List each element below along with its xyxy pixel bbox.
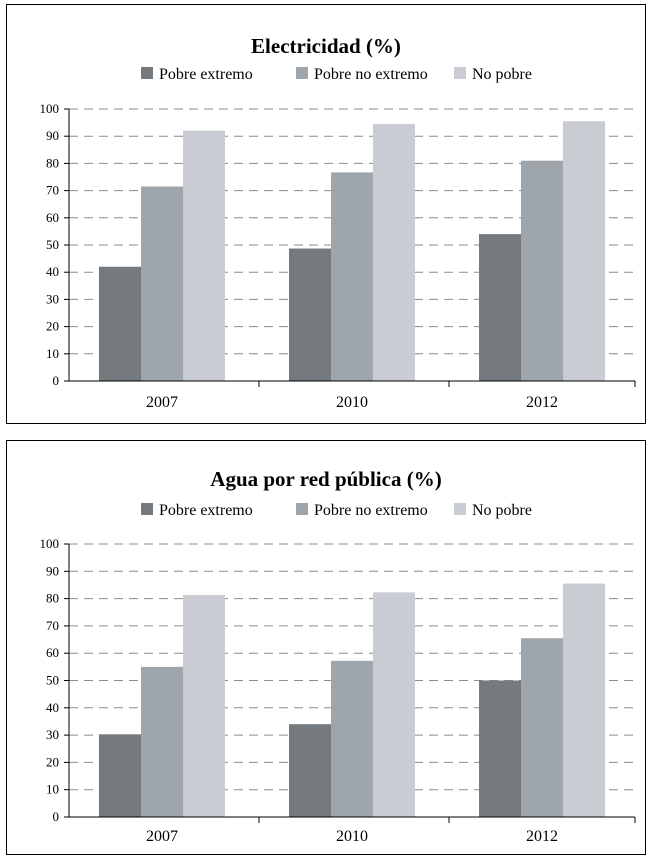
bar-pobre-extremo-2007: [99, 734, 141, 817]
y-tick-label: 100: [40, 101, 60, 116]
chart-panel-agua: Agua por red pública (%) Pobre extremo Pob…: [6, 440, 646, 855]
y-tick-label: 40: [46, 700, 59, 715]
y-tick-label: 20: [46, 319, 59, 334]
legend-swatch: [296, 67, 308, 79]
bar-pobre-no-extremo-2010: [331, 172, 373, 381]
bar-no-pobre-2010: [373, 123, 415, 382]
y-tick-label: 70: [46, 183, 59, 198]
bar-no-pobre-2012: [563, 121, 605, 382]
x-tick-label: 2010: [336, 828, 368, 845]
x-tick-label: 2007: [146, 828, 178, 845]
legend-swatch: [141, 503, 153, 515]
y-tick-label: 90: [46, 128, 59, 143]
y-tick-label: 10: [46, 346, 59, 361]
bar-pobre-extremo-2012: [479, 680, 521, 817]
legend-label: Pobre no extremo: [314, 502, 428, 519]
y-tick-label: 10: [46, 782, 59, 797]
y-tick-label: 80: [46, 591, 59, 606]
x-tick-label: 2010: [336, 394, 368, 411]
legend-swatch: [141, 67, 153, 79]
x-tick-label: 2012: [526, 828, 558, 845]
y-tick-label: 0: [53, 809, 60, 824]
legend-swatch: [454, 67, 466, 79]
y-tick-label: 0: [53, 373, 60, 388]
y-tick-label: 20: [46, 754, 59, 769]
y-tick-label: 80: [46, 155, 59, 170]
legend-label: Pobre extremo: [159, 66, 253, 83]
legend-label: No pobre: [472, 502, 532, 519]
bar-pobre-no-extremo-2012: [521, 160, 563, 381]
bar-pobre-extremo-2010: [289, 724, 331, 817]
chart-title: Agua por red pública (%): [210, 467, 441, 491]
y-tick-label: 50: [46, 673, 59, 688]
bar-pobre-no-extremo-2010: [331, 660, 373, 817]
bar-pobre-extremo-2010: [289, 248, 331, 381]
bar-chart-electricidad: Electricidad (%) Pobre extremo Pobre no ex…: [40, 34, 636, 411]
y-tick-label: 50: [46, 237, 59, 252]
y-tick-label: 60: [46, 645, 59, 660]
bar-no-pobre-2007: [183, 130, 225, 381]
legend-swatch: [454, 503, 466, 515]
chart-title: Electricidad (%): [251, 34, 401, 58]
y-tick-label: 70: [46, 618, 59, 633]
bar-no-pobre-2010: [373, 592, 415, 817]
y-tick-label: 40: [46, 264, 59, 279]
bar-no-pobre-2012: [563, 583, 605, 817]
bar-pobre-extremo-2012: [479, 234, 521, 381]
bar-pobre-no-extremo-2007: [141, 666, 183, 817]
legend-label: Pobre no extremo: [314, 66, 428, 83]
chart-panel-electricidad: Electricidad (%) Pobre extremo Pobre no ex…: [6, 4, 646, 424]
y-tick-label: 100: [40, 536, 60, 551]
x-tick-label: 2012: [526, 394, 558, 411]
y-tick-label: 30: [46, 291, 59, 306]
bar-chart-agua: Agua por red pública (%) Pobre extremo Pob…: [40, 467, 636, 845]
legend-label: No pobre: [472, 66, 532, 83]
bar-pobre-no-extremo-2012: [521, 638, 563, 817]
bar-pobre-no-extremo-2007: [141, 186, 183, 381]
bar-no-pobre-2007: [183, 595, 225, 817]
x-tick-label: 2007: [146, 394, 178, 411]
legend-swatch: [296, 503, 308, 515]
bar-pobre-extremo-2007: [99, 266, 141, 381]
legend-label: Pobre extremo: [159, 502, 253, 519]
y-tick-label: 30: [46, 727, 59, 742]
y-tick-label: 60: [46, 210, 59, 225]
y-tick-label: 90: [46, 563, 59, 578]
